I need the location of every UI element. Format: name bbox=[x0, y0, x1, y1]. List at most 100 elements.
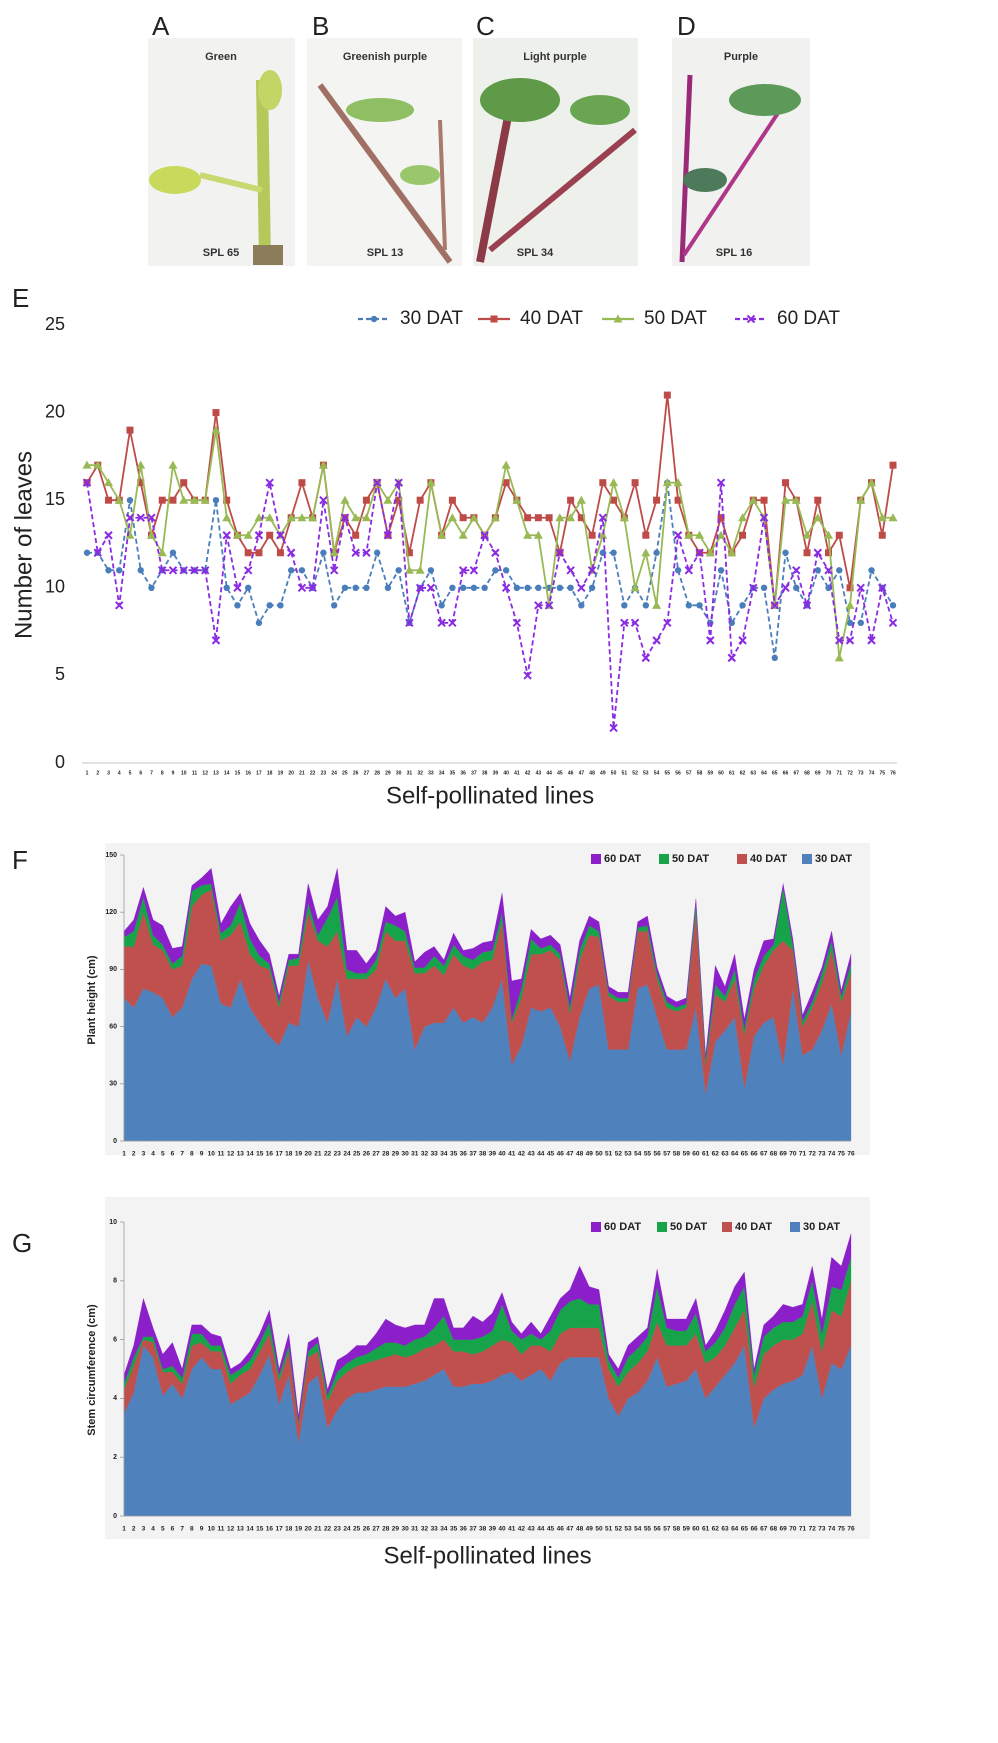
legend-label: 40 DAT bbox=[735, 1221, 772, 1233]
x-tick-label: 57 bbox=[663, 1151, 671, 1158]
x-tick-label: 4 bbox=[151, 1151, 155, 1158]
panel-letter: E bbox=[12, 283, 29, 313]
point bbox=[405, 618, 414, 628]
point bbox=[426, 478, 436, 487]
x-tick-label: 8 bbox=[161, 770, 164, 776]
point bbox=[642, 602, 650, 609]
point bbox=[180, 479, 188, 487]
point bbox=[739, 531, 747, 539]
point bbox=[619, 513, 629, 522]
x-tick-label: 76 bbox=[890, 770, 896, 776]
legend-swatch bbox=[591, 854, 601, 864]
x-tick-label: 31 bbox=[411, 1526, 419, 1533]
point bbox=[169, 496, 177, 504]
y-tick-label: 0 bbox=[55, 752, 65, 772]
point bbox=[845, 600, 855, 609]
point bbox=[599, 479, 607, 487]
x-tick-label: 4 bbox=[151, 1526, 155, 1533]
y-tick-label: 150 bbox=[105, 852, 117, 859]
point bbox=[738, 636, 747, 645]
point bbox=[610, 549, 617, 556]
point bbox=[114, 495, 124, 504]
x-tick-label: 70 bbox=[789, 1526, 797, 1533]
point bbox=[684, 566, 694, 575]
point bbox=[813, 513, 823, 522]
x-tick-label: 19 bbox=[278, 770, 284, 776]
point bbox=[609, 478, 619, 487]
point bbox=[555, 548, 565, 557]
y-tick-label: 4 bbox=[113, 1395, 117, 1402]
x-tick-label: 3 bbox=[142, 1526, 146, 1533]
point bbox=[426, 583, 436, 593]
point bbox=[813, 548, 822, 557]
point bbox=[351, 548, 360, 557]
point bbox=[308, 583, 317, 593]
point bbox=[126, 426, 134, 434]
point bbox=[254, 513, 264, 522]
point bbox=[523, 530, 533, 539]
x-tick-label: 52 bbox=[615, 1151, 623, 1158]
x-tick-label: 73 bbox=[858, 770, 864, 776]
point bbox=[361, 513, 371, 522]
point bbox=[126, 497, 134, 504]
x-tick-label: 25 bbox=[342, 770, 348, 776]
point bbox=[298, 567, 306, 574]
legend-swatch bbox=[722, 1222, 732, 1232]
point bbox=[727, 653, 737, 663]
point bbox=[137, 567, 144, 574]
y-tick-label: 25 bbox=[45, 314, 65, 334]
x-tick-label: 51 bbox=[622, 770, 628, 776]
x-tick-label: 52 bbox=[632, 770, 638, 776]
photo-c bbox=[473, 38, 638, 266]
point bbox=[352, 531, 360, 539]
point bbox=[93, 548, 102, 557]
x-tick-label: 16 bbox=[266, 1151, 274, 1158]
y-axis-title: Stem circumference (cm) bbox=[86, 1304, 98, 1436]
point bbox=[814, 496, 822, 504]
x-tick-label: 72 bbox=[809, 1151, 817, 1158]
point bbox=[567, 584, 574, 591]
x-tick-label: 5 bbox=[129, 770, 132, 776]
point bbox=[168, 460, 178, 469]
point bbox=[534, 514, 542, 522]
point bbox=[802, 601, 812, 610]
x-tick-label: 26 bbox=[363, 1151, 371, 1158]
point bbox=[533, 530, 543, 539]
point bbox=[277, 602, 284, 609]
x-tick-label: 56 bbox=[654, 1526, 662, 1533]
x-tick-label: 1 bbox=[122, 1151, 126, 1158]
photo-title: Purple bbox=[724, 51, 758, 63]
x-tick-label: 19 bbox=[295, 1526, 303, 1533]
x-tick-label: 7 bbox=[180, 1526, 184, 1533]
x-tick-label: 71 bbox=[799, 1151, 807, 1158]
x-tick-label: 38 bbox=[479, 1526, 487, 1533]
point bbox=[577, 514, 585, 522]
x-tick-label: 43 bbox=[536, 770, 542, 776]
x-tick-label: 41 bbox=[508, 1151, 516, 1158]
point bbox=[845, 636, 855, 645]
y-tick-label: 6 bbox=[113, 1336, 117, 1343]
y-tick-label: 2 bbox=[113, 1454, 117, 1461]
x-tick-label: 27 bbox=[372, 1526, 380, 1533]
point bbox=[448, 618, 457, 628]
point bbox=[416, 496, 424, 504]
point bbox=[748, 495, 758, 504]
point bbox=[782, 479, 790, 487]
x-tick-label: 52 bbox=[615, 1526, 623, 1533]
point bbox=[136, 460, 146, 469]
x-tick-label: 23 bbox=[334, 1526, 342, 1533]
point bbox=[438, 602, 445, 609]
point bbox=[147, 513, 156, 522]
x-tick-label: 48 bbox=[576, 1526, 584, 1533]
point bbox=[630, 618, 640, 628]
point bbox=[201, 566, 210, 575]
point bbox=[169, 549, 177, 556]
point bbox=[266, 602, 273, 609]
point bbox=[695, 530, 705, 539]
x-tick-label: 47 bbox=[566, 1151, 574, 1158]
x-tick-label: 49 bbox=[600, 770, 606, 776]
point bbox=[663, 391, 671, 399]
x-tick-label: 67 bbox=[793, 770, 799, 776]
x-tick-label: 66 bbox=[750, 1526, 758, 1533]
